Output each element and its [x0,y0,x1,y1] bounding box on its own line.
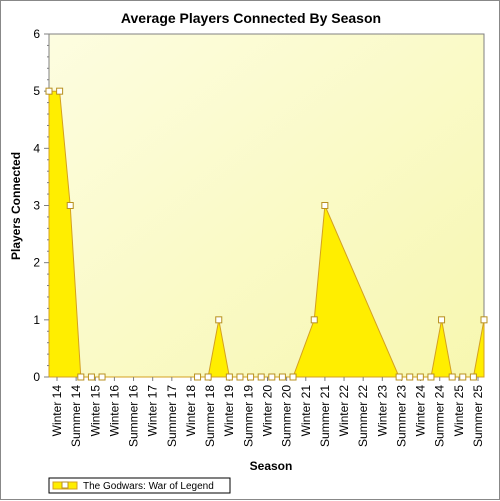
chart-title: Average Players Connected By Season [121,10,381,26]
legend-marker [61,481,69,489]
y-tick-label: 1 [33,313,40,327]
legend: The Godwars: War of Legend [48,477,231,494]
data-point [310,316,318,324]
y-axis-title: Players Connected [9,152,23,260]
x-tick-label: Winter 22 [337,385,351,437]
data-point [406,373,414,381]
x-tick-label: Summer 22 [356,385,370,447]
data-point [236,373,244,381]
y-tick-label: 6 [33,27,40,41]
x-axis: Winter 14 Summer 14 Winter 15 Winter 16 Summ… [50,377,485,447]
data-point [204,373,212,381]
data-point [77,373,85,381]
data-point [194,373,202,381]
x-tick-label: Summer 20 [280,385,294,447]
x-tick-label: Summer 23 [394,385,408,447]
x-tick-label: Summer 16 [127,385,141,447]
y-tick-label: 0 [33,370,40,384]
y-axis: 0 1 2 3 4 5 6 [33,27,49,384]
marker-layer [45,87,488,381]
x-tick-label: Winter 23 [375,385,389,437]
data-point [438,316,446,324]
data-point [56,87,64,95]
x-tick-label: Winter 16 [107,385,121,437]
x-tick-label: Winter 24 [414,385,428,437]
data-point [87,373,95,381]
x-tick-label: Winter 14 [50,385,64,437]
data-point [427,373,435,381]
x-tick-label: Winter 19 [222,385,236,437]
data-point [289,373,297,381]
data-point [469,373,477,381]
legend-label: The Godwars: War of Legend [83,481,214,492]
data-point [98,373,106,381]
x-tick-label: Winter 18 [184,385,198,437]
data-point [448,373,456,381]
y-tick-label: 2 [33,256,40,270]
y-tick-label: 5 [33,84,40,98]
data-point [225,373,233,381]
data-point [416,373,424,381]
legend-box [48,477,231,494]
data-point [247,373,255,381]
data-point [480,316,488,324]
plot-area [48,33,485,378]
data-point [278,373,286,381]
data-point [321,202,329,209]
x-tick-label: Summer 18 [203,385,217,447]
data-point [268,373,276,381]
y-tick-label: 3 [33,199,40,213]
x-tick-label: Winter 15 [88,385,102,437]
data-point [66,202,74,209]
x-axis-title: Season [250,459,293,473]
data-point [257,373,265,381]
x-tick-label: Summer 17 [165,385,179,447]
x-tick-label: Summer 24 [433,385,447,447]
data-point [459,373,467,381]
x-tick-label: Summer 25 [471,385,485,447]
x-tick-label: Winter 21 [299,385,313,437]
x-tick-label: Winter 17 [146,385,160,437]
data-point [215,316,223,324]
x-tick-label: Summer 21 [318,385,332,447]
x-tick-label: Summer 19 [241,385,255,447]
x-tick-label: Winter 25 [452,385,466,437]
data-point [45,87,53,95]
x-tick-label: Summer 14 [69,385,83,447]
x-tick-label: Winter 20 [261,385,275,437]
data-point [395,373,403,381]
y-tick-label: 4 [33,141,40,155]
